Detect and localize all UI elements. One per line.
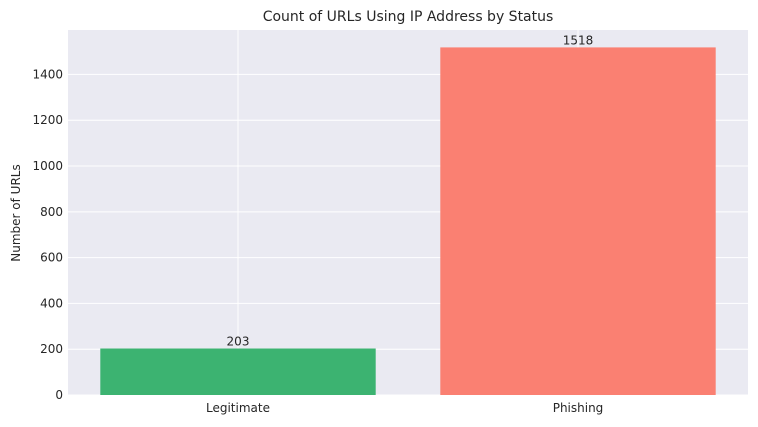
y-tick-label: 0 bbox=[55, 388, 63, 402]
data-label-layer: 203 1518 bbox=[227, 33, 594, 348]
y-tick-label: 1200 bbox=[32, 113, 63, 127]
bar-layer bbox=[100, 47, 716, 395]
bar-legitimate bbox=[100, 348, 376, 395]
y-tick-layer: 0 200 400 600 800 1000 1200 1400 bbox=[32, 67, 63, 402]
y-tick-label: 1400 bbox=[32, 67, 63, 81]
y-tick-label: 1000 bbox=[32, 159, 63, 173]
y-axis-label: Number of URLs bbox=[9, 164, 23, 261]
y-tick-label: 400 bbox=[40, 296, 63, 310]
x-tick-layer: Legitimate Phishing bbox=[206, 401, 603, 415]
bar-phishing bbox=[440, 47, 716, 395]
chart-title: Count of URLs Using IP Address by Status bbox=[263, 9, 554, 25]
x-tick-label-phishing: Phishing bbox=[553, 401, 604, 415]
y-tick-label: 600 bbox=[40, 251, 63, 265]
x-tick-label-legitimate: Legitimate bbox=[206, 401, 270, 415]
data-label-phishing: 1518 bbox=[563, 33, 594, 47]
data-label-legitimate: 203 bbox=[227, 335, 250, 349]
y-tick-label: 200 bbox=[40, 342, 63, 356]
y-tick-label: 800 bbox=[40, 205, 63, 219]
